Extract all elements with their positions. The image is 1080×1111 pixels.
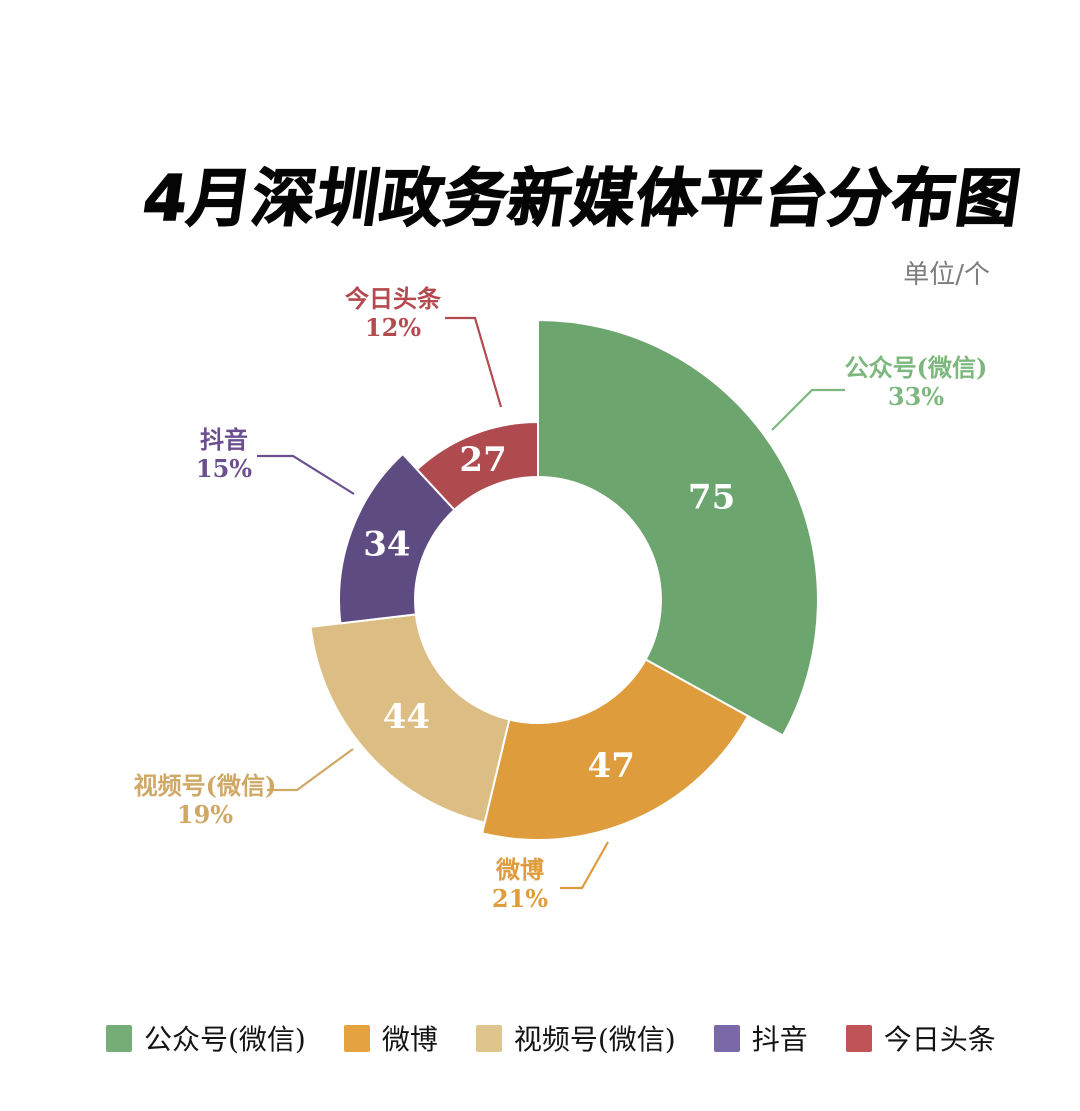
pie-slice-0 <box>537 318 819 737</box>
legend-item-4: 今日头条 <box>845 1018 996 1058</box>
legend-label-1: 微博 <box>381 1023 438 1056</box>
legend-swatch-2 <box>475 1024 502 1052</box>
leader-line-3 <box>257 454 355 495</box>
leader-line-4 <box>445 316 503 408</box>
legend-item-3: 抖音 <box>713 1018 808 1058</box>
value-label-1: 47 <box>588 746 635 786</box>
legend-label-2: 视频号(微信) <box>513 1023 676 1056</box>
legend-swatch-4 <box>845 1024 872 1052</box>
legend-label-4: 今日头条 <box>883 1023 996 1056</box>
value-label-4: 27 <box>459 440 506 480</box>
leader-line-0 <box>771 388 845 431</box>
pie-slice-3 <box>338 452 456 625</box>
leader-line-2 <box>267 748 354 792</box>
pie-slice-1 <box>480 658 750 841</box>
value-label-2: 44 <box>383 697 430 737</box>
unit-label: 单位/个 <box>903 260 990 290</box>
legend-item-0: 公众号(微信) <box>106 1018 306 1058</box>
leader-line-1 <box>560 841 609 890</box>
legend-swatch-0 <box>106 1024 132 1052</box>
legend-swatch-1 <box>343 1024 370 1052</box>
pie-slice-4 <box>415 420 539 512</box>
pie-slice-2 <box>309 613 511 824</box>
legend-item-2: 视频号(微信) <box>475 1018 676 1058</box>
value-label-0: 75 <box>688 478 735 518</box>
legend-item-1: 微博 <box>343 1018 438 1058</box>
legend: 公众号(微信) 微博 视频号(微信) 抖音 今日头条 <box>106 1018 996 1058</box>
legend-label-0: 公众号(微信) <box>144 1023 306 1056</box>
value-label-3: 34 <box>363 524 410 564</box>
legend-swatch-3 <box>713 1024 740 1052</box>
legend-label-3: 抖音 <box>751 1023 808 1056</box>
